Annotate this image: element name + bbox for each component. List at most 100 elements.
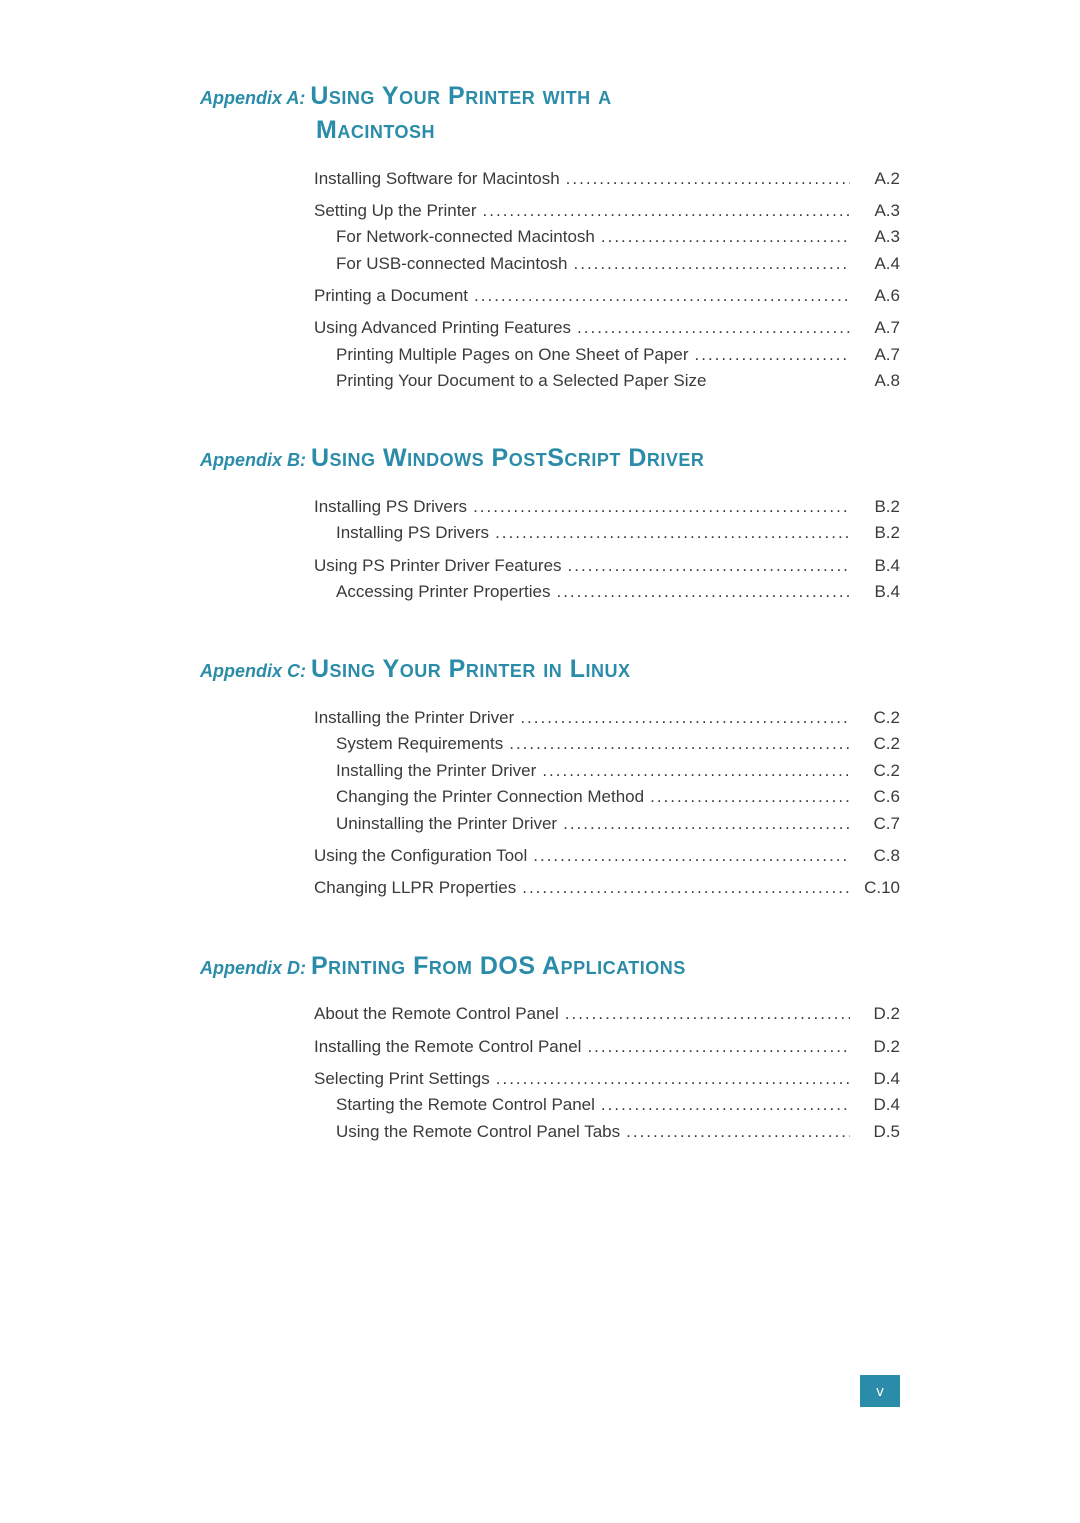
toc-entry[interactable]: Printing Your Document to a Selected Pap… [314, 368, 900, 394]
toc-entries: About the Remote Control Panel D.2Instal… [200, 1001, 900, 1145]
toc-entry[interactable]: Using the Configuration Tool C.8 [314, 843, 900, 869]
toc-entry[interactable]: Installing Software for Macintosh A.2 [314, 166, 900, 192]
toc-entry-page: B.4 [856, 553, 900, 579]
toc-entry-page: A.7 [856, 342, 900, 368]
toc-entry[interactable]: Installing the Printer Driver C.2 [314, 758, 900, 784]
toc-entry[interactable]: Starting the Remote Control Panel D.4 [314, 1092, 900, 1118]
toc-leader-dots [483, 198, 850, 224]
toc-entry-label: Printing Multiple Pages on One Sheet of … [336, 342, 689, 368]
toc-group: Installing PS Drivers B.2Installing PS D… [314, 494, 900, 547]
toc-entry-page: A.3 [856, 224, 900, 250]
toc-entry-label: Using the Remote Control Panel Tabs [336, 1119, 620, 1145]
toc-entry[interactable]: Installing PS Drivers B.2 [314, 494, 900, 520]
toc-section: Appendix C: Using Your Printer in LinuxI… [200, 653, 900, 901]
section-header: Appendix B: Using Windows PostScript Dri… [200, 442, 900, 476]
toc-entries: Installing Software for Macintosh A.2 Set… [200, 166, 900, 395]
toc-entry[interactable]: System Requirements C.2 [314, 731, 900, 757]
toc-entry-page: A.8 [856, 368, 900, 394]
toc-group: Printing a Document A.6 [314, 283, 900, 309]
toc-entry-label: Uninstalling the Printer Driver [336, 811, 557, 837]
section-title[interactable]: Using Your Printer in Linux [311, 655, 631, 683]
toc-entry[interactable]: Changing LLPR Properties C.10 [314, 875, 900, 901]
toc-section: Appendix B: Using Windows PostScript Dri… [200, 442, 900, 605]
toc-entry-label: Accessing Printer Properties [336, 579, 550, 605]
toc-leader-dots [496, 1066, 850, 1092]
toc-group: Using the Configuration Tool C.8 [314, 843, 900, 869]
section-title-cont[interactable]: Macintosh [316, 114, 435, 148]
appendix-label: Appendix D: [200, 958, 311, 978]
toc-entry-label: Installing the Printer Driver [336, 758, 536, 784]
toc-entry-page: B.4 [856, 579, 900, 605]
toc-entry-page: C.10 [856, 875, 900, 901]
toc-leader-dots [565, 1001, 850, 1027]
toc-section: Appendix D: Printing From DOS Applicatio… [200, 950, 900, 1145]
toc-entry-label: Using Advanced Printing Features [314, 315, 571, 341]
toc-entry[interactable]: Installing the Remote Control Panel D.2 [314, 1034, 900, 1060]
toc-entry-label: Printing Your Document to a Selected Pap… [336, 368, 706, 394]
appendix-label: Appendix B: [200, 450, 311, 470]
toc-group: Installing the Remote Control Panel D.2 [314, 1034, 900, 1060]
toc-entry[interactable]: Installing PS Drivers B.2 [314, 520, 900, 546]
toc-leader-dots [533, 843, 850, 869]
toc-leader-dots [574, 251, 851, 277]
toc-leader-dots [474, 283, 850, 309]
toc-entries: Installing the Printer Driver C.2System … [200, 705, 900, 901]
toc-entry[interactable]: Using PS Printer Driver Features B.4 [314, 553, 900, 579]
toc-entry[interactable]: Using Advanced Printing Features A.7 [314, 315, 900, 341]
toc-group: Using Advanced Printing Features A.7Prin… [314, 315, 900, 394]
toc-entry[interactable]: For Network-connected Macintosh A.3 [314, 224, 900, 250]
toc-entry-page: A.7 [856, 315, 900, 341]
toc-entry-label: Installing Software for Macintosh [314, 166, 560, 192]
toc-entry-label: Setting Up the Printer [314, 198, 477, 224]
toc-leader-dots [577, 315, 850, 341]
toc-leader-dots [473, 494, 850, 520]
toc-leader-dots [509, 731, 850, 757]
toc-entry-label: About the Remote Control Panel [314, 1001, 559, 1027]
section-header: Appendix D: Printing From DOS Applicatio… [200, 950, 900, 984]
toc-entry-page: D.2 [856, 1034, 900, 1060]
toc-entry[interactable]: Changing the Printer Connection Method C… [314, 784, 900, 810]
toc-entries: Installing PS Drivers B.2Installing PS D… [200, 494, 900, 605]
toc-entry-page: D.4 [856, 1092, 900, 1118]
toc-leader-dots [520, 705, 850, 731]
toc-entry-page: C.6 [856, 784, 900, 810]
toc-entry[interactable]: About the Remote Control Panel D.2 [314, 1001, 900, 1027]
toc-entry[interactable]: Installing the Printer Driver C.2 [314, 705, 900, 731]
toc-entry[interactable]: Accessing Printer Properties B.4 [314, 579, 900, 605]
toc-leader-dots [563, 811, 850, 837]
toc-entry-page: A.6 [856, 283, 900, 309]
toc-entry-label: Installing the Remote Control Panel [314, 1034, 581, 1060]
toc-entry-label: For Network-connected Macintosh [336, 224, 595, 250]
toc-entry-page: C.8 [856, 843, 900, 869]
toc-leader-dots [626, 1119, 850, 1145]
toc-group: Installing Software for Macintosh A.2 [314, 166, 900, 192]
toc-group: About the Remote Control Panel D.2 [314, 1001, 900, 1027]
toc-entry-label: System Requirements [336, 731, 503, 757]
toc-leader-dots [601, 224, 850, 250]
section-title[interactable]: Using Windows PostScript Driver [311, 444, 704, 472]
toc-leader-dots [566, 166, 850, 192]
section-title[interactable]: Using Your Printer with a [310, 82, 611, 110]
toc-entry-page: A.4 [856, 251, 900, 277]
toc-entry[interactable]: Selecting Print Settings D.4 [314, 1066, 900, 1092]
toc-entry[interactable]: Printing a Document A.6 [314, 283, 900, 309]
toc-leader-dots [695, 342, 851, 368]
toc-entry-label: Installing PS Drivers [336, 520, 489, 546]
toc-entry[interactable]: Setting Up the Printer A.3 [314, 198, 900, 224]
appendix-label: Appendix A: [200, 88, 310, 108]
toc-group: Using PS Printer Driver Features B.4Acce… [314, 553, 900, 606]
toc-entry-label: Using the Configuration Tool [314, 843, 527, 869]
section-title[interactable]: Printing From DOS Applications [311, 952, 686, 980]
toc-entry-page: C.2 [856, 758, 900, 784]
toc-entry-label: Changing the Printer Connection Method [336, 784, 644, 810]
toc-entry-page: C.2 [856, 731, 900, 757]
toc-entry[interactable]: For USB-connected Macintosh A.4 [314, 251, 900, 277]
toc-entry[interactable]: Uninstalling the Printer Driver C.7 [314, 811, 900, 837]
toc-entry-page: D.5 [856, 1119, 900, 1145]
toc-entry[interactable]: Printing Multiple Pages on One Sheet of … [314, 342, 900, 368]
toc-entry-page: C.2 [856, 705, 900, 731]
toc-entry-page: B.2 [856, 520, 900, 546]
toc-entry[interactable]: Using the Remote Control Panel Tabs D.5 [314, 1119, 900, 1145]
toc-leader-dots [556, 579, 850, 605]
toc-group: Changing LLPR Properties C.10 [314, 875, 900, 901]
